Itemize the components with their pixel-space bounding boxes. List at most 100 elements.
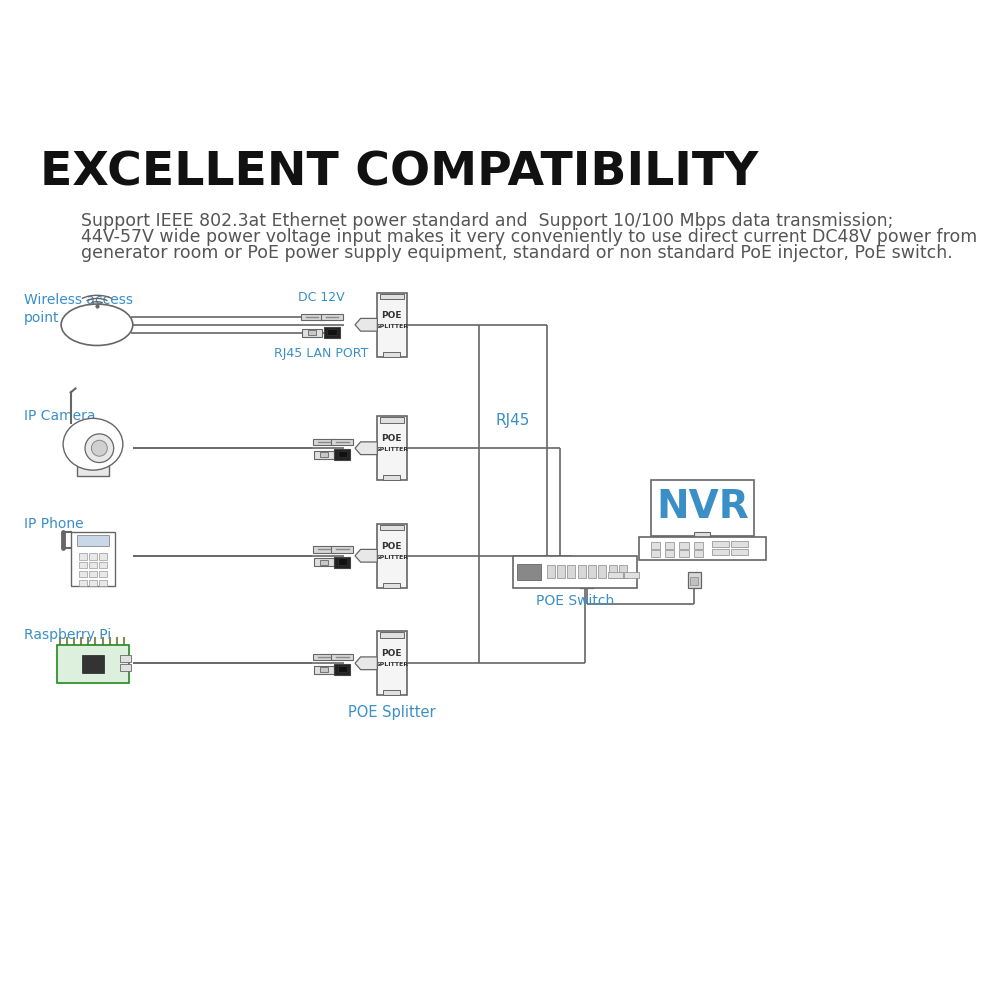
Bar xyxy=(541,566,553,582)
Bar xyxy=(731,541,748,547)
Bar xyxy=(557,565,565,578)
Bar xyxy=(513,556,637,588)
Polygon shape xyxy=(355,657,377,670)
Bar xyxy=(377,524,407,588)
Text: Wireless access
point: Wireless access point xyxy=(24,293,133,325)
Bar xyxy=(609,565,617,578)
Bar xyxy=(338,451,347,457)
Text: generator room or PoE power supply equipment, standard or non standard PoE injec: generator room or PoE power supply equip… xyxy=(81,244,953,262)
Bar xyxy=(313,439,335,445)
Text: POE: POE xyxy=(381,649,402,658)
Bar xyxy=(334,664,350,675)
Bar xyxy=(334,557,350,568)
Bar xyxy=(731,549,748,555)
Ellipse shape xyxy=(61,304,133,345)
Bar xyxy=(79,571,87,577)
Bar xyxy=(579,566,592,582)
Bar xyxy=(377,416,407,480)
Bar xyxy=(383,583,400,588)
Polygon shape xyxy=(355,442,377,455)
Bar xyxy=(338,666,347,672)
Bar xyxy=(79,562,87,568)
Ellipse shape xyxy=(63,418,123,470)
Text: POE Splitter: POE Splitter xyxy=(348,705,435,720)
Bar xyxy=(331,439,353,445)
Text: SPLITTER: SPLITTER xyxy=(375,555,408,560)
Text: POE Switch: POE Switch xyxy=(536,594,614,608)
Text: IP Phone: IP Phone xyxy=(24,517,83,531)
Bar xyxy=(567,565,575,578)
Polygon shape xyxy=(355,318,377,331)
Bar xyxy=(314,666,334,674)
Text: Support IEEE 802.3at Ethernet power standard and  Support 10/100 Mbps data trans: Support IEEE 802.3at Ethernet power stan… xyxy=(81,212,893,230)
Bar xyxy=(334,449,350,460)
Bar xyxy=(712,549,729,555)
Bar xyxy=(651,542,660,549)
Bar xyxy=(82,655,104,673)
Bar xyxy=(57,645,129,683)
Bar xyxy=(77,535,109,546)
Bar xyxy=(556,571,564,579)
Bar xyxy=(308,330,316,335)
Text: NVR: NVR xyxy=(656,488,749,526)
Bar xyxy=(383,352,400,357)
Bar xyxy=(314,558,334,566)
Bar xyxy=(679,542,689,549)
Bar xyxy=(79,553,87,560)
Bar xyxy=(89,580,97,586)
Bar xyxy=(377,631,407,695)
Circle shape xyxy=(85,434,114,463)
Bar xyxy=(553,566,566,582)
Bar xyxy=(694,532,710,540)
Bar xyxy=(517,564,541,580)
Text: IP Camera: IP Camera xyxy=(24,409,95,423)
Text: AP: AP xyxy=(86,317,108,332)
Text: RJ45: RJ45 xyxy=(495,413,530,428)
Bar xyxy=(71,532,115,586)
Bar xyxy=(380,632,404,638)
Bar xyxy=(712,541,729,547)
Bar xyxy=(320,667,328,672)
Bar xyxy=(598,565,606,578)
Bar xyxy=(581,571,589,579)
Bar xyxy=(313,654,335,660)
Bar xyxy=(99,580,107,586)
Bar xyxy=(543,571,551,579)
Polygon shape xyxy=(355,549,377,562)
Bar xyxy=(665,542,674,549)
Bar xyxy=(624,572,639,578)
Bar xyxy=(380,525,404,530)
Bar xyxy=(302,329,322,337)
Bar xyxy=(77,462,109,476)
Text: DC 12V: DC 12V xyxy=(298,291,345,304)
Bar xyxy=(99,553,107,560)
Bar xyxy=(79,580,87,586)
Bar xyxy=(694,542,703,549)
Text: POE: POE xyxy=(381,311,402,320)
Bar xyxy=(331,654,353,660)
Bar xyxy=(313,546,335,553)
Bar xyxy=(321,314,343,320)
Bar xyxy=(380,417,404,423)
Bar xyxy=(665,550,674,557)
Bar xyxy=(338,558,347,565)
Bar xyxy=(619,565,627,578)
Bar xyxy=(639,537,766,560)
Bar xyxy=(588,565,596,578)
Bar xyxy=(380,294,404,299)
Bar xyxy=(120,664,131,671)
Text: SPLITTER: SPLITTER xyxy=(375,662,408,667)
Bar xyxy=(688,572,701,588)
Bar xyxy=(314,451,334,459)
Circle shape xyxy=(91,440,107,456)
Bar xyxy=(120,655,131,662)
Bar xyxy=(383,475,400,480)
Bar xyxy=(547,565,555,578)
Bar xyxy=(679,550,689,557)
Bar xyxy=(651,480,754,536)
Text: RJ45 LAN PORT: RJ45 LAN PORT xyxy=(274,347,369,360)
Bar xyxy=(320,560,328,565)
Bar xyxy=(608,572,623,578)
Bar xyxy=(568,571,576,579)
Bar xyxy=(690,577,698,585)
